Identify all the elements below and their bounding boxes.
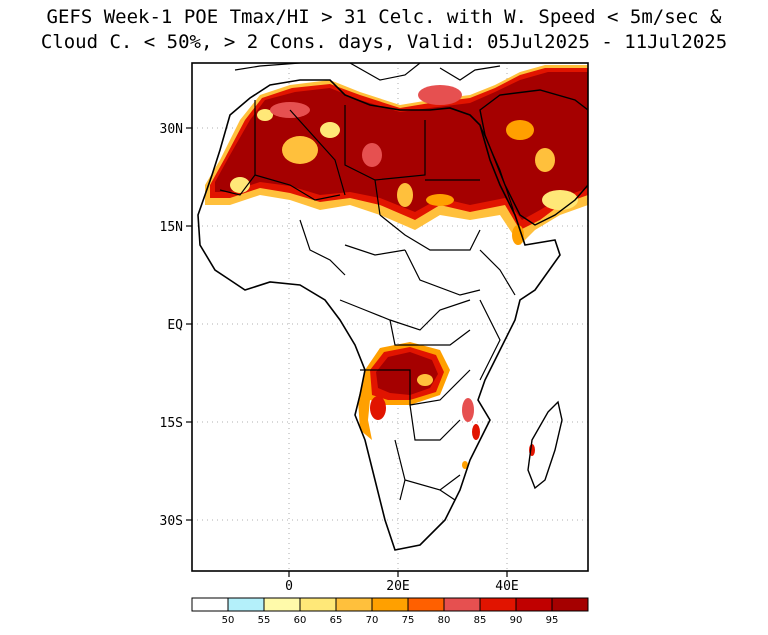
lat-label-30n: 30N xyxy=(160,122,183,137)
lat-label-30s: 30S xyxy=(160,514,183,529)
colorbar-label: 70 xyxy=(366,615,379,626)
colorbar-swatch xyxy=(263,597,301,612)
colorbar-swatch xyxy=(227,597,265,612)
colorbar-swatch xyxy=(515,597,553,612)
arabia-coastline xyxy=(479,89,588,226)
madagascar xyxy=(527,400,563,490)
colorbar-label: 80 xyxy=(438,615,451,626)
red-sea xyxy=(479,124,516,216)
colorbar-label: 90 xyxy=(510,615,523,626)
colorbar-swatch xyxy=(407,597,445,612)
colorbar-label: 60 xyxy=(294,615,307,626)
colorbar: 50 55 60 65 70 75 80 85 90 95 xyxy=(191,597,589,626)
colorbar-swatch xyxy=(371,597,409,612)
europe-edge xyxy=(234,63,501,81)
central-africa-shading xyxy=(358,342,535,469)
colorbar-label: 75 xyxy=(402,615,415,626)
title-line-1: GEFS Week-1 POE Tmax/HI > 31 Celc. with … xyxy=(46,6,722,28)
colorbar-swatch xyxy=(335,597,373,612)
colorbar-label: 50 xyxy=(222,615,235,626)
colorbar-swatch xyxy=(191,597,229,612)
colorbar-swatch xyxy=(479,597,517,612)
country-borders xyxy=(219,100,516,501)
colorbar-label: 85 xyxy=(474,615,487,626)
tick-marks xyxy=(186,127,508,577)
lon-label-0: 0 xyxy=(285,579,293,594)
colorbar-swatch xyxy=(551,597,589,612)
colorbar-label: 65 xyxy=(330,615,343,626)
lat-label-15n: 15N xyxy=(160,220,183,235)
colorbar-label: 55 xyxy=(258,615,271,626)
map-frame xyxy=(191,62,589,572)
colorbar-swatch xyxy=(443,597,481,612)
lat-label-eq: EQ xyxy=(167,318,183,333)
colorbar-label: 95 xyxy=(546,615,559,626)
lon-label-20e: 20E xyxy=(386,579,409,594)
lat-label-15s: 15S xyxy=(160,416,183,431)
title-line-2: Cloud C. < 50%, > 2 Cons. days, Valid: 0… xyxy=(40,31,728,53)
lon-label-40e: 40E xyxy=(495,579,518,594)
colorbar-swatch xyxy=(299,597,337,612)
coastline xyxy=(197,79,561,551)
north-africa-shading xyxy=(205,65,588,245)
